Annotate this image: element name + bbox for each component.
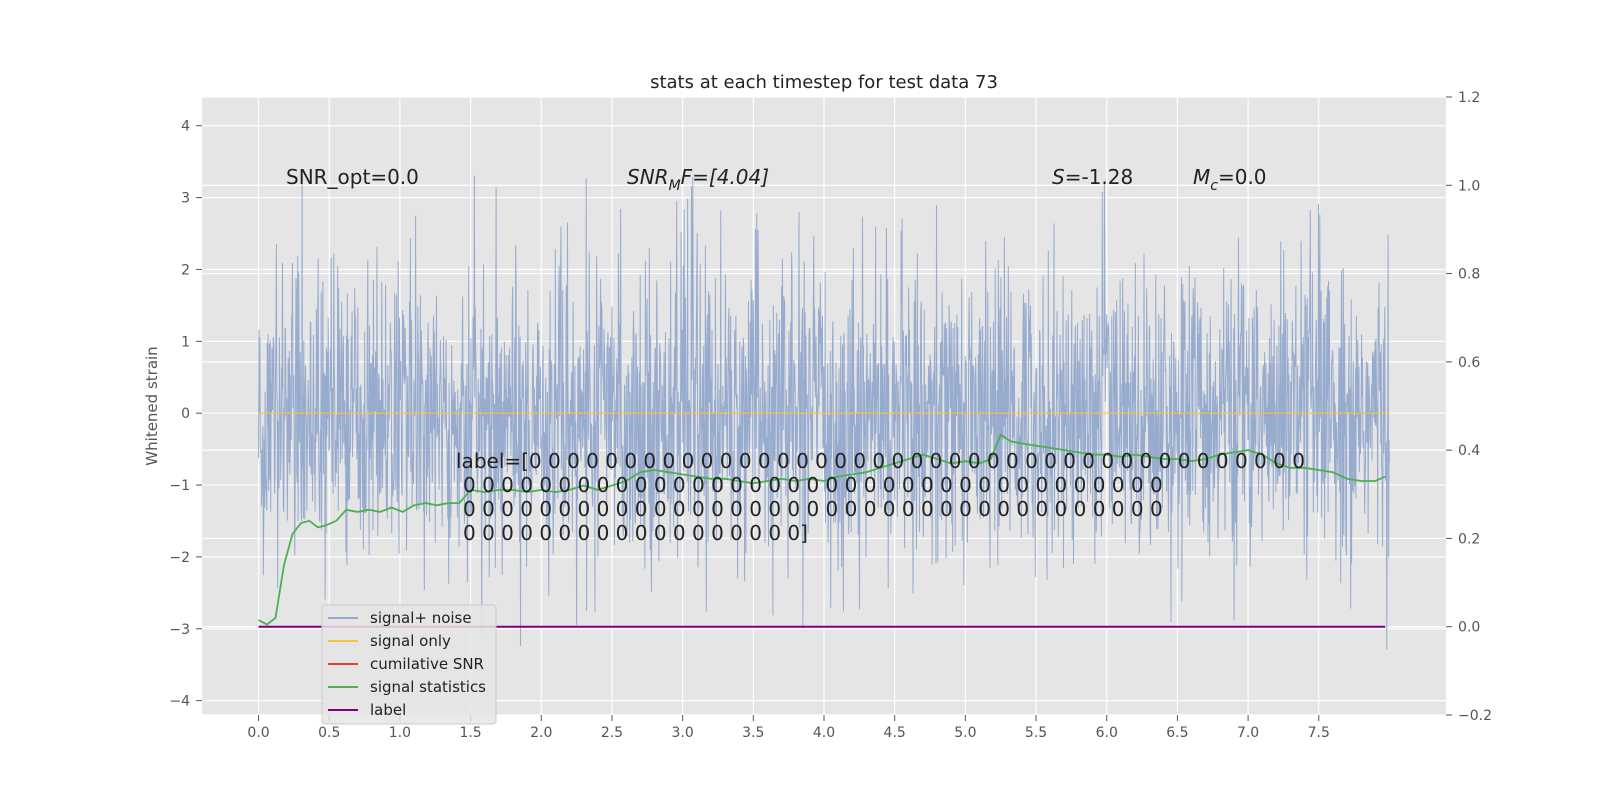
y2-tick-label: 0.0 [1458, 620, 1480, 636]
annotation-mc: Mc=0.0 [1193, 165, 1267, 194]
series-signal-noise-line [258, 175, 1390, 650]
y-tick-label: −3 [169, 622, 190, 638]
y-axis-label: Whitened strain [143, 346, 161, 465]
y2-tick-label: 1.2 [1458, 90, 1480, 106]
y-tick-label: 1 [181, 334, 190, 350]
x-tick-label: 3.5 [742, 725, 764, 741]
y2-tick-label: 0.8 [1458, 267, 1480, 283]
legend-label-cumulative-snr: cumilative SNR [370, 655, 484, 673]
y2-tick-label: 1.0 [1458, 178, 1480, 194]
x-tick-label: 7.5 [1308, 725, 1330, 741]
x-tick-label: 3.0 [672, 725, 694, 741]
label-line-1: label=[0 0 0 0 0 0 0 0 0 0 0 0 0 0 0 0 0… [456, 449, 1305, 473]
x-tick-label: 1.5 [459, 725, 481, 741]
annotation-mc-rest: =0.0 [1218, 165, 1267, 189]
x-tick-label: 4.0 [813, 725, 835, 741]
y2-tick-label: 0.6 [1458, 355, 1480, 371]
label-annotation: label=[0 0 0 0 0 0 0 0 0 0 0 0 0 0 0 0 0… [456, 449, 1305, 545]
axes-layer: 0.0 0.5 1.0 1.5 2.0 2.5 3.0 3.5 4.0 4.5 5.0 5.5 6.0 6… [169, 90, 1492, 741]
legend-label-signal-noise: signal+ noise [370, 609, 472, 627]
annotation-snr-opt: SNR_opt=0.0 [286, 165, 419, 189]
x-tick-label: 5.0 [954, 725, 976, 741]
x-tick-label: 6.5 [1166, 725, 1188, 741]
x-tick-label: 0.0 [247, 725, 269, 741]
label-line-3: 0 0 0 0 0 0 0 0 0 0 0 0 0 0 0 0 0 0 0 0 … [463, 497, 1163, 521]
annotation-s: S=-1.28 [1052, 165, 1133, 189]
legend-box [321, 604, 497, 725]
x-tick-label: 1.0 [389, 725, 411, 741]
x-tick-label: 0.5 [318, 725, 340, 741]
y-tick-label: 2 [181, 262, 190, 278]
series-signal-statistics-line [258, 433, 1386, 626]
x-tick-label: 4.5 [884, 725, 906, 741]
y-tick-label: 0 [181, 406, 190, 422]
annotation-mc-sub: c [1210, 178, 1218, 194]
x-tick-label: 7.0 [1237, 725, 1259, 741]
legend-label-signal-statistics: signal statistics [370, 678, 486, 696]
y2-tick-label: 0.2 [1458, 531, 1480, 547]
y-tick-label: −1 [169, 478, 190, 494]
annotation-s-value: =-1.28 [1065, 165, 1134, 189]
annotation-s-symbol: S [1052, 165, 1065, 189]
label-line-4: 0 0 0 0 0 0 0 0 0 0 0 0 0 0 0 0 0 0] [463, 521, 808, 545]
x-tick-label: 6.0 [1096, 725, 1118, 741]
y-tick-label: 4 [181, 119, 190, 135]
annotation-snr-mf: SNRMF=[4.04] [627, 165, 769, 194]
y2-tick-label: −0.2 [1458, 708, 1492, 724]
y-tick-label: −2 [169, 550, 190, 566]
annotation-mc-base: M [1193, 165, 1210, 189]
y2-tick-label: 0.4 [1458, 443, 1480, 459]
legend-label-label: label [370, 701, 406, 719]
x-tick-label: 2.0 [530, 725, 552, 741]
label-line-2: 0 0 0 0 0 0 0 0 0 0 0 0 0 0 0 0 0 0 0 0 … [463, 473, 1163, 497]
x-tick-label: 5.5 [1025, 725, 1047, 741]
annotation-snr-mf-rest: F=[4.04] [681, 165, 769, 189]
annotation-snr-mf-base: SNR [627, 165, 669, 189]
legend-label-signal-only: signal only [370, 632, 451, 650]
x-tick-label: 2.5 [601, 725, 623, 741]
annotation-snr-mf-sub: M [669, 178, 681, 194]
y-tick-label: −4 [169, 694, 190, 710]
legend: signal+ noise signal only cumilative SNR… [321, 604, 497, 725]
y-tick-label: 3 [181, 191, 190, 207]
chart-title: stats at each timestep for test data 73 [650, 72, 998, 93]
